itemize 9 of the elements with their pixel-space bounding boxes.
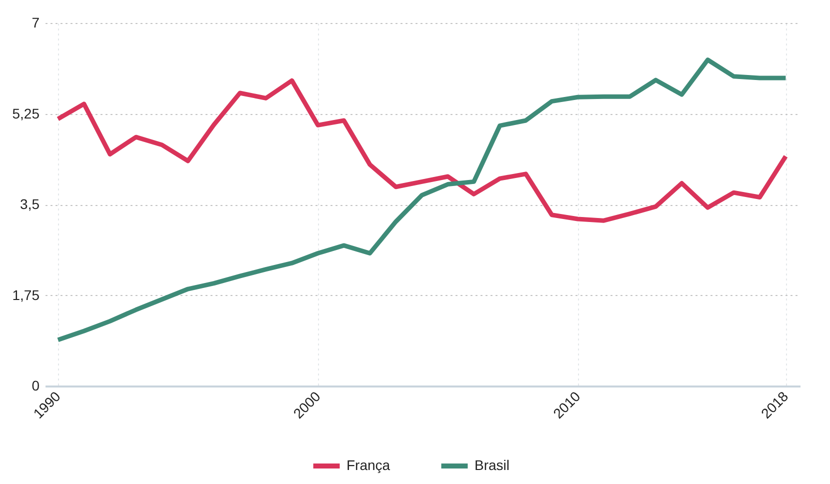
y-tick-label: 3,5 — [20, 196, 40, 212]
y-tick-label: 5,25 — [12, 105, 40, 122]
line-series — [56, 58, 788, 342]
legend-label: França — [346, 457, 390, 473]
line-series — [56, 78, 788, 223]
y-tick-label: 1,75 — [12, 286, 40, 303]
y-tick-label: 0 — [32, 378, 40, 394]
legend-label: Brasil — [474, 457, 510, 473]
y-tick-label: 7 — [32, 14, 40, 30]
